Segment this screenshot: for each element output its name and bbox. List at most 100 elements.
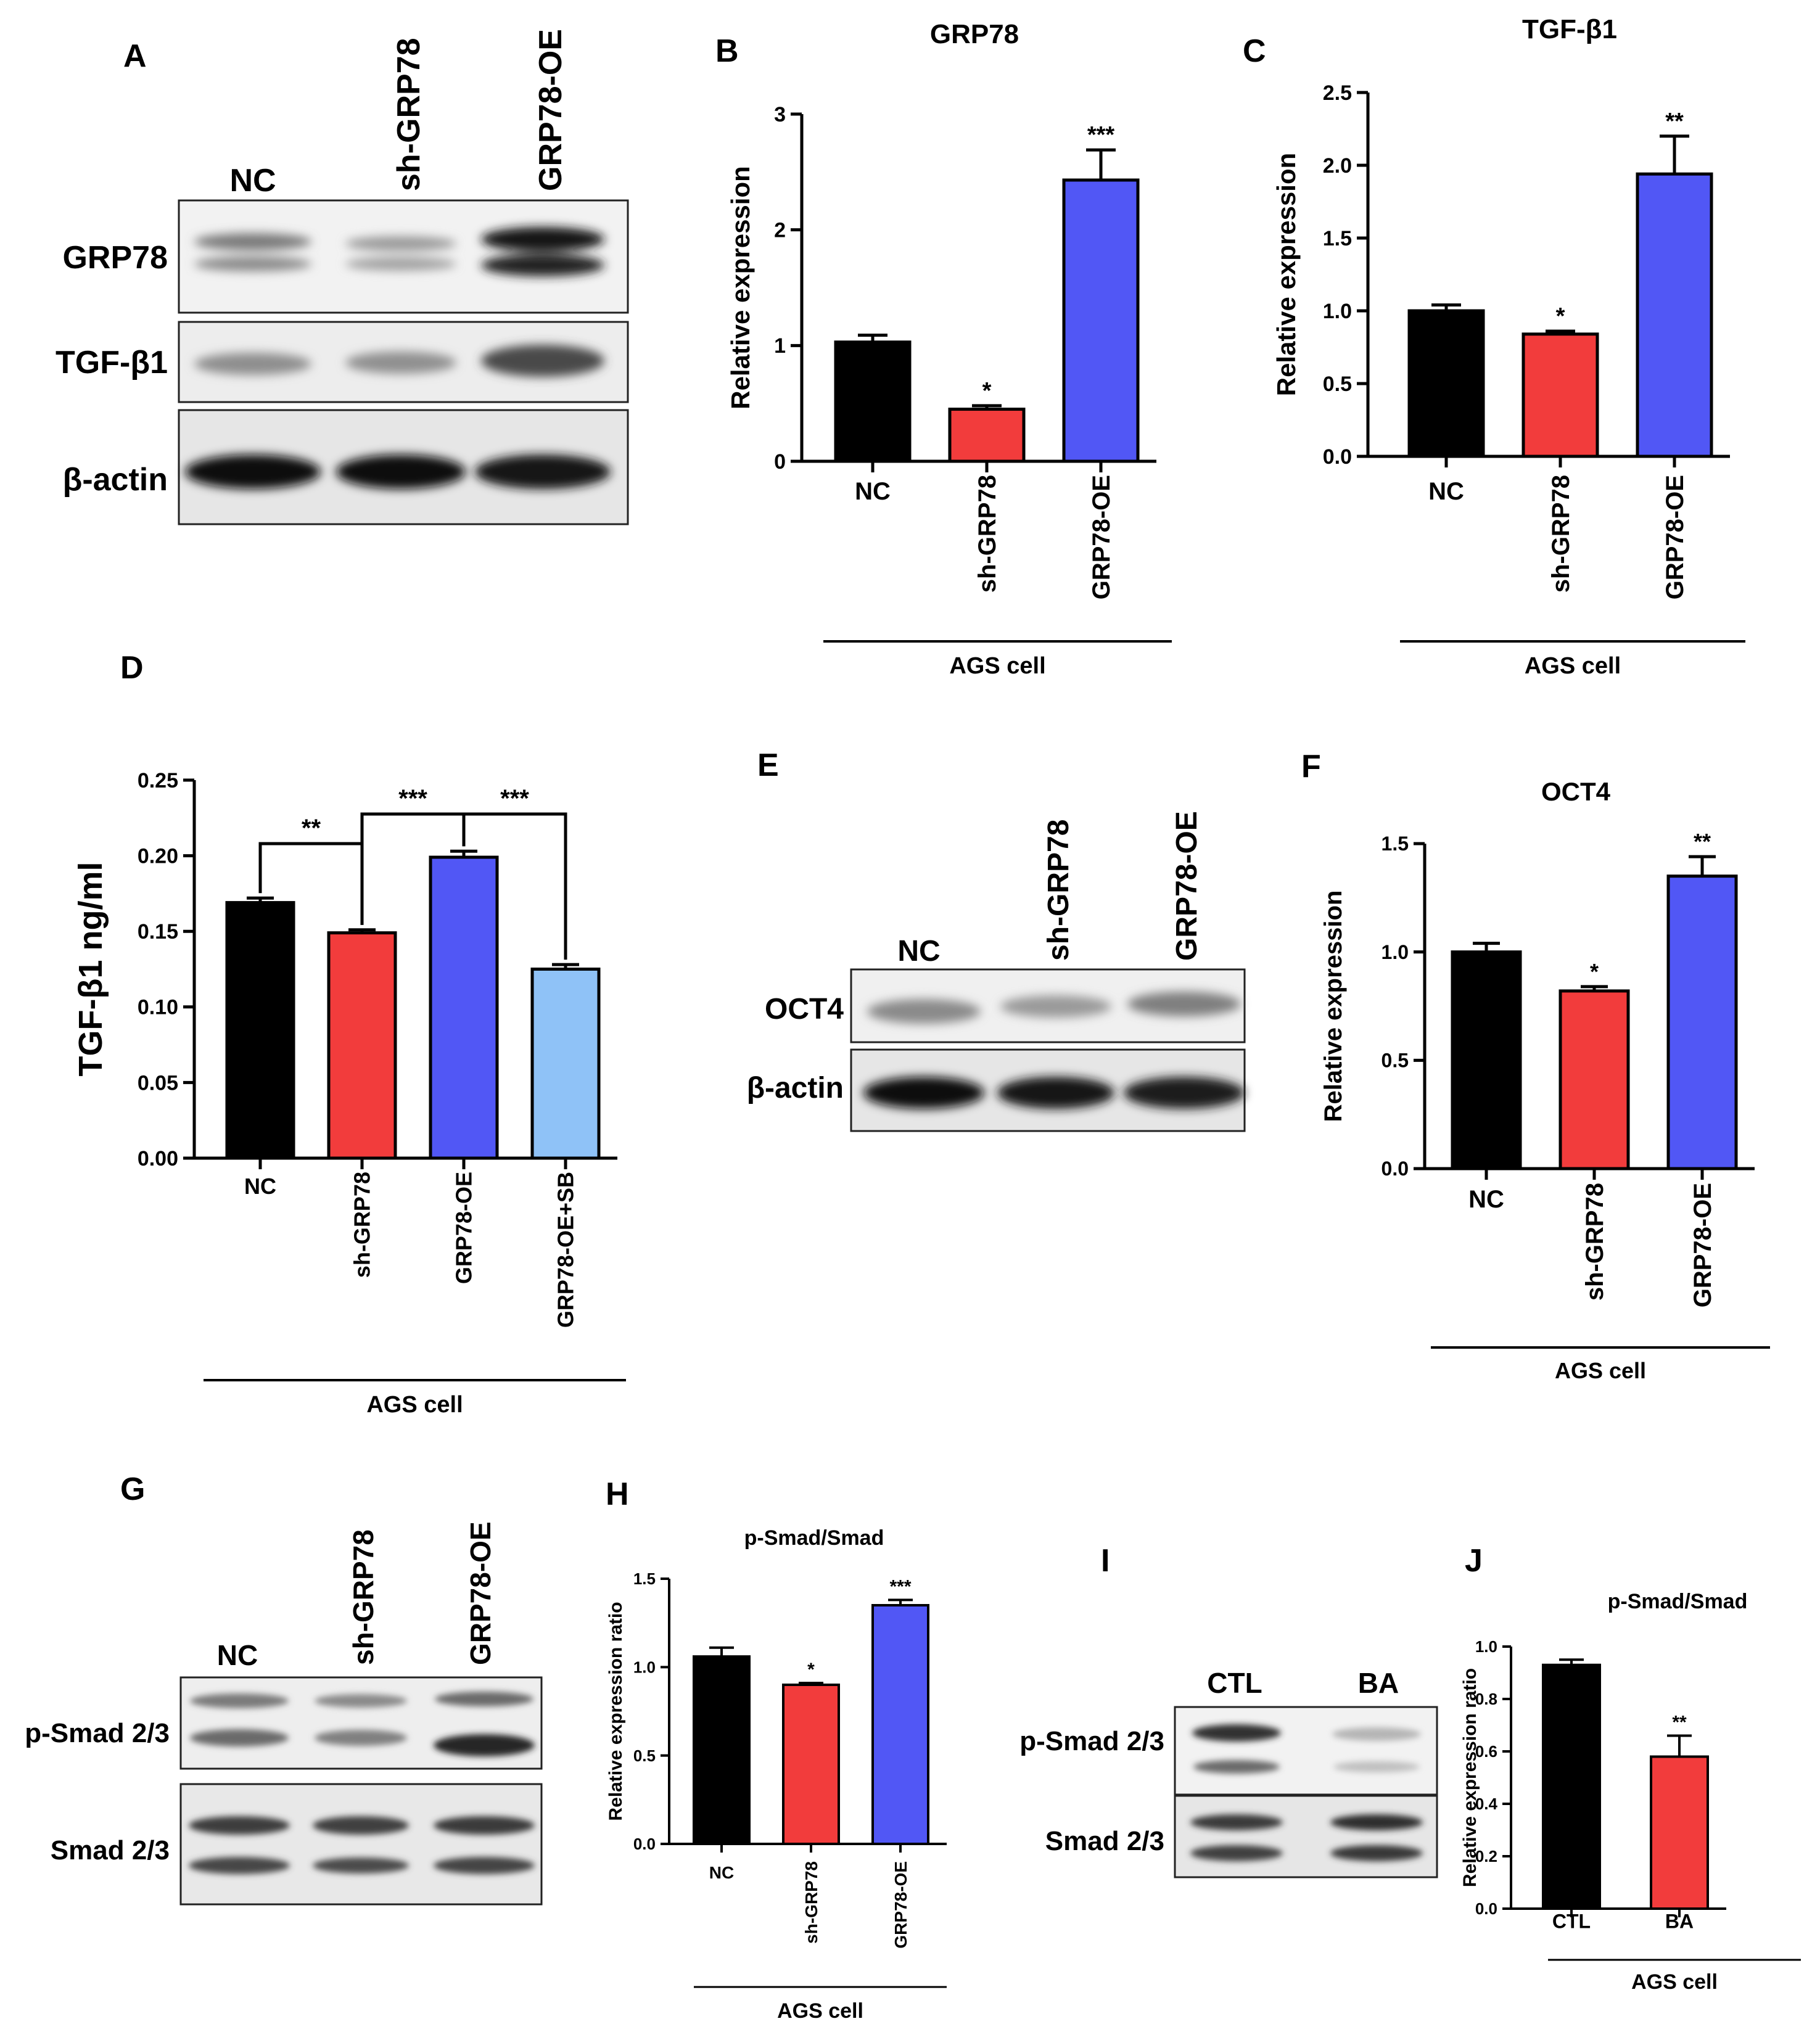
blot-g-smad-strip <box>179 1783 543 1906</box>
x-category-label: CTL <box>1552 1910 1591 1932</box>
bar-nc <box>1451 950 1522 1170</box>
blot-a-actin-strip <box>178 409 629 525</box>
panel-b-letter: B <box>715 33 739 69</box>
panel-g: G NC sh-GRP78 GRP78-OE p-Smad 2/3 Smad 2… <box>25 1471 543 1906</box>
significance-marker: *** <box>889 1576 911 1597</box>
blot-e-lane-sh: sh-GRP78 <box>1042 820 1075 961</box>
blot-a-row-grp78: GRP78 <box>62 240 168 276</box>
blot-a-row-actin: β-actin <box>63 462 168 498</box>
blot-e-oct4-strip <box>850 968 1246 1043</box>
panel-i: I CTL BA p-Smad 2/3 Smad 2/3 <box>1019 1543 1438 1878</box>
y-tick-label: 0.05 <box>138 1071 178 1095</box>
y-axis-label: Relative expression ratio <box>606 1602 626 1820</box>
panel-j-letter: J <box>1465 1543 1483 1579</box>
chart-f: F OCT4 Relative expression 0.0 0.5 1.0 1.5 NC * s… <box>1301 749 1770 1383</box>
bracket-significance: ** <box>302 815 321 842</box>
bar-grp78-oe <box>1636 172 1713 458</box>
y-tick-label: 0.15 <box>138 920 178 944</box>
blot-g-lane-nc: NC <box>217 1639 258 1671</box>
bar-ba <box>1650 1755 1709 1910</box>
panel-i-letter: I <box>1101 1543 1110 1579</box>
y-tick-label: 0.20 <box>138 845 178 868</box>
x-category-label: GRP78-OE <box>1088 475 1115 599</box>
chart-title: GRP78 <box>930 19 1019 49</box>
blot-g-row-smad: Smad 2/3 <box>51 1835 170 1865</box>
y-axis-label: Relative expression <box>726 166 755 409</box>
x-category-label: GRP78-OE+SB <box>553 1172 579 1328</box>
significance-marker: *** <box>1087 122 1115 148</box>
y-tick-label: 0.2 <box>1475 1847 1497 1865</box>
x-category-label: NC <box>855 478 891 505</box>
y-tick-label: 3 <box>774 103 786 126</box>
bar-sh-grp78 <box>1559 989 1630 1170</box>
y-tick-label: 1.0 <box>1475 1637 1497 1656</box>
bracket-significance: *** <box>500 785 529 812</box>
y-tick-label: 1.5 <box>633 1569 656 1588</box>
panel-d-letter: D <box>120 650 144 686</box>
y-tick-label: 1 <box>774 334 786 358</box>
y-tick-label: 2.0 <box>1323 154 1352 178</box>
y-axis-label: Relative expression <box>1320 891 1347 1122</box>
chart-c: C TGF-β1 Relative expression 0.0 0.5 1.0 1.5 2.… <box>1243 14 1745 679</box>
significance-marker: ** <box>1665 109 1684 134</box>
bar-ctl <box>1542 1663 1601 1910</box>
chart-title: TGF-β1 <box>1522 14 1617 44</box>
blot-e-lane-nc: NC <box>897 935 940 968</box>
blot-a-row-tgfb1: TGF-β1 <box>56 345 168 380</box>
comparison-bracket <box>462 812 567 960</box>
group-label: AGS cell <box>1555 1358 1646 1383</box>
significance-marker: * <box>1590 959 1599 984</box>
chart-j: Jp-Smad/Smad Relative expression ratio 0.0… <box>1460 1543 1801 1994</box>
y-axis-label: Relative expression ratio <box>1460 1668 1480 1887</box>
blot-i-smad-strip <box>1174 1795 1438 1878</box>
chart-d: D TGF-β1 ng/ml 0.00 0.05 0.10 0.15 0.20 0.25 NC s… <box>72 650 626 1418</box>
panel-f-letter: F <box>1301 749 1321 784</box>
panel-e: E NC sh-GRP78 GRP78-OE OCT4 β-actin <box>747 747 1246 1132</box>
blot-a-lane-nc: NC <box>229 163 276 199</box>
panel-g-letter: G <box>120 1471 145 1507</box>
bar-sh-grp78 <box>782 1684 840 1845</box>
bar-sh-grp78 <box>327 931 397 1160</box>
blot-g-row-psmad: p-Smad 2/3 <box>25 1718 170 1748</box>
y-tick-label: 1.0 <box>1323 300 1352 323</box>
blot-i-psmad-strip <box>1174 1706 1438 1796</box>
x-category-label: NC <box>1468 1186 1504 1213</box>
x-category-label: NC <box>709 1863 734 1882</box>
blot-i-row-smad: Smad 2/3 <box>1045 1826 1164 1856</box>
blot-e-row-oct4: OCT4 <box>765 993 844 1026</box>
significance-marker: * <box>807 1660 815 1680</box>
y-tick-label: 1.0 <box>1381 941 1409 963</box>
blot-e-actin-strip <box>850 1048 1246 1132</box>
panel-a-letter: A <box>123 38 147 74</box>
blot-a-grp78-strip <box>178 199 629 314</box>
blot-a-lane-sh: sh-GRP78 <box>391 38 427 191</box>
panel-e-letter: E <box>757 747 779 783</box>
panel-a: A NC sh-GRP78 GRP78-OE GRP78 TGF-β1 β-ac… <box>56 29 629 525</box>
group-label: AGS cell <box>1525 653 1621 679</box>
bar-nc <box>1407 309 1485 458</box>
blot-i-lane-ctl: CTL <box>1207 1667 1262 1699</box>
y-tick-label: 1.5 <box>1323 227 1352 250</box>
bar-sh-grp78 <box>948 408 1026 463</box>
y-tick-label: 0.0 <box>1475 1899 1497 1918</box>
significance-marker: ** <box>1694 829 1711 854</box>
y-tick-label: 0.5 <box>633 1746 656 1765</box>
x-category-label: sh-GRP78 <box>1581 1183 1608 1301</box>
y-tick-label: 0.5 <box>1323 372 1352 396</box>
y-tick-label: 0.0 <box>633 1835 656 1853</box>
x-category-label: NC <box>1428 478 1464 505</box>
panel-h-letter: H <box>606 1476 629 1512</box>
bar-grp78-oe <box>1062 178 1140 463</box>
x-category-label: BA <box>1665 1910 1694 1932</box>
blot-a-lane-oe: GRP78-OE <box>533 29 569 191</box>
blot-e-row-actin: β-actin <box>747 1072 844 1104</box>
x-category-label: NC <box>244 1174 276 1199</box>
y-tick-label: 0.4 <box>1475 1795 1498 1813</box>
panel-c-letter: C <box>1243 33 1266 69</box>
y-axis-label: TGF-β1 ng/ml <box>72 862 109 1077</box>
chart-title: p-Smad/Smad <box>1608 1590 1748 1613</box>
y-tick-label: 0.25 <box>138 769 178 792</box>
y-tick-label: 0.6 <box>1475 1742 1497 1761</box>
blot-i-row-psmad: p-Smad 2/3 <box>1019 1726 1164 1756</box>
